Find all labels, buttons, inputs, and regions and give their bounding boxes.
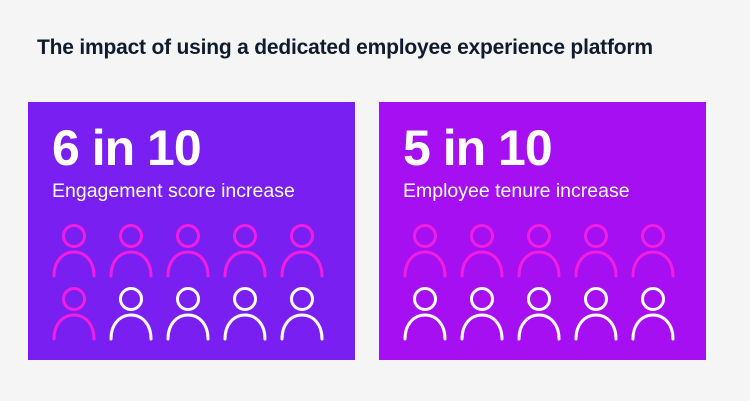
person-icon — [280, 224, 324, 278]
engagement-label: Engagement score increase — [52, 180, 295, 202]
person-icon — [460, 224, 504, 278]
person-icon — [109, 287, 153, 341]
tenure-stat: 5 in 10 — [403, 120, 553, 176]
person-icon — [223, 287, 267, 341]
person-icon — [166, 287, 210, 341]
person-icon — [52, 287, 96, 341]
person-icon — [631, 287, 675, 341]
person-icon — [403, 224, 447, 278]
person-icon — [403, 287, 447, 341]
person-icon — [631, 224, 675, 278]
tenure-label: Employee tenure increase — [403, 180, 630, 202]
tenure-card: 5 in 10 Employee tenure increase — [379, 102, 706, 360]
person-icon — [52, 224, 96, 278]
person-icon — [460, 287, 504, 341]
person-icon — [574, 287, 618, 341]
person-icon — [223, 224, 267, 278]
person-icon — [517, 224, 561, 278]
person-icon — [166, 224, 210, 278]
page-title: The impact of using a dedicated employee… — [37, 36, 653, 59]
person-icon — [517, 287, 561, 341]
person-icon — [109, 224, 153, 278]
person-icon — [574, 224, 618, 278]
engagement-stat: 6 in 10 — [52, 120, 202, 176]
person-icon — [280, 287, 324, 341]
engagement-card: 6 in 10 Engagement score increase — [28, 102, 355, 360]
